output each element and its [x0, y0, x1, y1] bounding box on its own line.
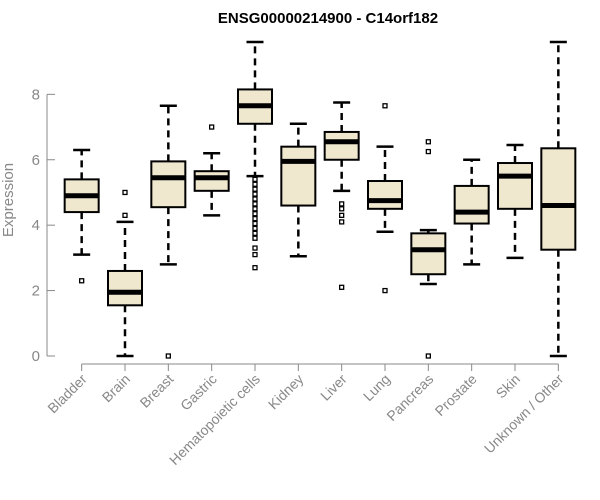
y-tick-label: 8: [32, 86, 40, 103]
box-skin: [497, 143, 533, 260]
outlier-point: [339, 206, 345, 212]
y-tick-label: 0: [32, 348, 40, 365]
iqr-box: [453, 184, 490, 225]
boxes-group: [63, 40, 577, 359]
outlier-point: [252, 251, 258, 258]
x-tick-label: Bladder: [44, 371, 90, 417]
box-lung: [367, 103, 403, 294]
box-hematopoietic-cells: [237, 40, 273, 271]
outlier-point: [339, 219, 345, 225]
y-tick-label: 2: [32, 283, 40, 300]
outlier-point: [382, 287, 388, 294]
x-tick-label: Gastric: [177, 371, 220, 414]
iqr-box: [280, 145, 317, 207]
box-breast: [150, 104, 187, 359]
x-tick-label: Brain: [99, 371, 133, 405]
y-tick-label: 4: [32, 217, 40, 234]
outlier-point: [209, 124, 215, 130]
outlier-point: [425, 353, 431, 359]
iqr-box: [367, 180, 403, 210]
outlier-point: [252, 245, 258, 251]
box-unknown-other: [540, 40, 577, 358]
outlier-point: [252, 230, 258, 236]
x-tick-label: Breast: [137, 371, 177, 411]
outlier-point: [252, 201, 258, 207]
iqr-box: [107, 269, 143, 307]
outlier-point: [252, 181, 258, 187]
x-tick-label: Kidney: [265, 371, 307, 413]
outlier-point: [252, 215, 258, 222]
iqr-box: [497, 162, 533, 210]
outlier-point: [252, 196, 258, 202]
outlier-point: [252, 191, 258, 197]
outlier-point: [339, 201, 345, 207]
iqr-box: [150, 160, 187, 209]
outlier-point: [122, 189, 128, 196]
outlier-point: [382, 103, 388, 109]
outlier-point: [425, 148, 431, 155]
outlier-point: [252, 186, 258, 192]
iqr-box: [323, 130, 360, 161]
iqr-box: [410, 232, 447, 276]
x-tick-label: Skin: [493, 371, 524, 402]
box-gastric: [193, 124, 230, 217]
iqr-box: [193, 170, 230, 192]
x-tick-label: Pancreas: [383, 371, 436, 424]
outlier-point: [339, 212, 345, 219]
x-tick-label: Lung: [360, 371, 393, 404]
outlier-point: [122, 212, 128, 219]
iqr-box: [540, 147, 577, 251]
outlier-point: [252, 265, 258, 271]
y-axis-label: Expression: [0, 163, 17, 237]
x-tick-label: Liver: [317, 371, 350, 404]
outlier-point: [165, 353, 171, 359]
box-brain: [107, 189, 143, 358]
box-bladder: [63, 148, 100, 284]
outlier-point: [252, 220, 258, 227]
x-tick-label: Unknown / Other: [481, 371, 567, 457]
x-tick-label: Prostate: [432, 371, 480, 419]
box-prostate: [453, 158, 490, 266]
chart-title: ENSG00000214900 - C14orf182: [218, 10, 438, 27]
outlier-point: [252, 176, 258, 183]
outlier-point: [79, 278, 85, 284]
outlier-point: [425, 139, 431, 145]
y-tick-label: 6: [32, 152, 40, 169]
y-axis: 0 2 4 6 8: [32, 86, 55, 365]
outlier-point: [252, 225, 258, 232]
outlier-point: [252, 235, 258, 241]
outlier-point: [252, 206, 258, 212]
box-liver: [323, 101, 360, 290]
box-kidney: [280, 122, 317, 258]
outlier-point: [339, 284, 345, 290]
box-pancreas: [410, 139, 447, 359]
outlier-point: [252, 211, 258, 217]
